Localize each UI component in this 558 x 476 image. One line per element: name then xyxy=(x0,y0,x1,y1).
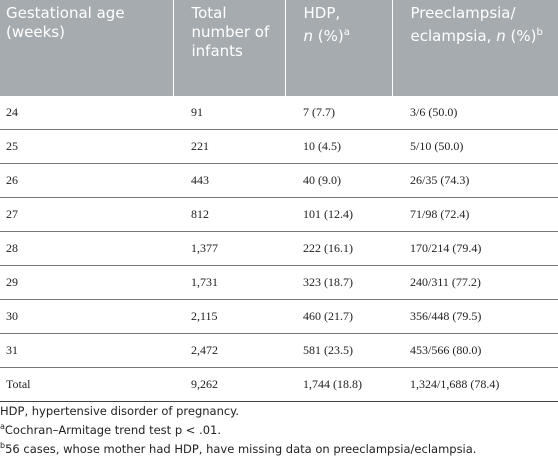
table-row: 24 91 7 (7.7) 3/6 (50.0) xyxy=(0,96,558,130)
table-cell: 10 (4.5) xyxy=(285,129,392,164)
table-cell: 71/98 (72.4) xyxy=(392,197,558,232)
table-cell: 323 (18.7) xyxy=(285,265,392,300)
header-cell: Total number of infants xyxy=(172,0,285,96)
footnote-mark: b xyxy=(536,27,543,38)
table-cell: 5/10 (50.0) xyxy=(392,129,558,164)
header-cell: HDP, n (%)a xyxy=(284,0,392,96)
header-text: Preeclampsia/ eclampsia, xyxy=(410,4,516,45)
table-cell: 581 (23.5) xyxy=(285,333,392,368)
table-cell: 170/214 (79.4) xyxy=(392,231,558,266)
table-cell: Total xyxy=(0,367,173,402)
table-cell: 3/6 (50.0) xyxy=(392,96,558,130)
table-cell: 30 xyxy=(0,299,173,334)
table-row: 30 2,115 460 (21.7) 356/448 (79.5) xyxy=(0,299,558,334)
table-cell: 7 (7.7) xyxy=(285,96,392,130)
footnote: aCochran–Armitage trend test p < .01. xyxy=(0,421,476,440)
table-cell: 25 xyxy=(0,129,173,164)
footnotes: HDP, hypertensive disorder of pregnancy.… xyxy=(0,402,476,459)
footnote-text: Cochran–Armitage trend test p < .01. xyxy=(4,423,222,437)
header-text: (%) xyxy=(510,27,537,45)
table-header: Gestational age (weeks) Total number of … xyxy=(0,0,558,96)
table-cell: 91 xyxy=(173,96,285,130)
table-cell: 1,377 xyxy=(173,231,285,266)
table-cell: 9,262 xyxy=(173,367,285,402)
header-cell: Gestational age (weeks) xyxy=(0,0,173,96)
table-row: 27 812 101 (12.4) 71/98 (72.4) xyxy=(0,197,558,232)
table-cell: 101 (12.4) xyxy=(285,197,392,232)
table-cell: 222 (16.1) xyxy=(285,231,392,266)
footnote-mark: a xyxy=(343,27,350,38)
table-cell: 31 xyxy=(0,333,173,368)
table-cell: 27 xyxy=(0,197,173,232)
table-row: Total 9,262 1,744 (18.8) 1,324/1,688 (78.4) xyxy=(0,367,558,402)
table-cell: 460 (21.7) xyxy=(285,299,392,334)
table-cell: 221 xyxy=(173,129,285,164)
table-row: 25 221 10 (4.5) 5/10 (50.0) xyxy=(0,129,558,164)
table-row: 29 1,731 323 (18.7) 240/311 (77.2) xyxy=(0,265,558,300)
table-cell: 1,731 xyxy=(173,265,285,300)
footnote-text: 56 cases, whose mother had HDP, have mis… xyxy=(5,442,477,456)
header-text: HDP, xyxy=(303,4,341,22)
table-cell: 240/311 (77.2) xyxy=(392,265,558,300)
table-cell: 29 xyxy=(0,265,173,300)
header-text: (%) xyxy=(317,27,344,45)
table-cell: 26/35 (74.3) xyxy=(392,163,558,198)
table-cell: 26 xyxy=(0,163,173,198)
table-cell: 24 xyxy=(0,96,173,130)
table-cell: 443 xyxy=(173,163,285,198)
table-cell: 28 xyxy=(0,231,173,266)
table-cell: 453/566 (80.0) xyxy=(392,333,558,368)
header-cell: Preeclampsia/ eclampsia, n (%)b xyxy=(391,0,558,96)
table-row: 26 443 40 (9.0) 26/35 (74.3) xyxy=(0,163,558,198)
footnote: b56 cases, whose mother had HDP, have mi… xyxy=(0,440,476,459)
table-body: 24 91 7 (7.7) 3/6 (50.0) 25 221 10 (4.5) 5/10 (… xyxy=(0,96,558,402)
table-cell: 1,324/1,688 (78.4) xyxy=(392,367,558,402)
data-table: Gestational age (weeks) Total number of … xyxy=(0,0,558,402)
footnote-text: HDP, hypertensive disorder of pregnancy. xyxy=(0,404,240,418)
header-row: Gestational age (weeks) Total number of … xyxy=(0,0,558,96)
table-cell: 1,744 (18.8) xyxy=(285,367,392,402)
footnote: HDP, hypertensive disorder of pregnancy. xyxy=(0,402,476,421)
table-row: 28 1,377 222 (16.1) 170/214 (79.4) xyxy=(0,231,558,266)
header-italic: n xyxy=(303,27,314,45)
table-cell: 356/448 (79.5) xyxy=(392,299,558,334)
table-row: 31 2,472 581 (23.5) 453/566 (80.0) xyxy=(0,333,558,368)
footnote-mark: a xyxy=(0,422,5,431)
table-cell: 40 (9.0) xyxy=(285,163,392,198)
footnote-mark: b xyxy=(0,441,6,450)
header-italic: n xyxy=(496,27,506,45)
table-cell: 2,472 xyxy=(173,333,285,368)
table-cell: 2,115 xyxy=(173,299,285,334)
table-cell: 812 xyxy=(173,197,285,232)
